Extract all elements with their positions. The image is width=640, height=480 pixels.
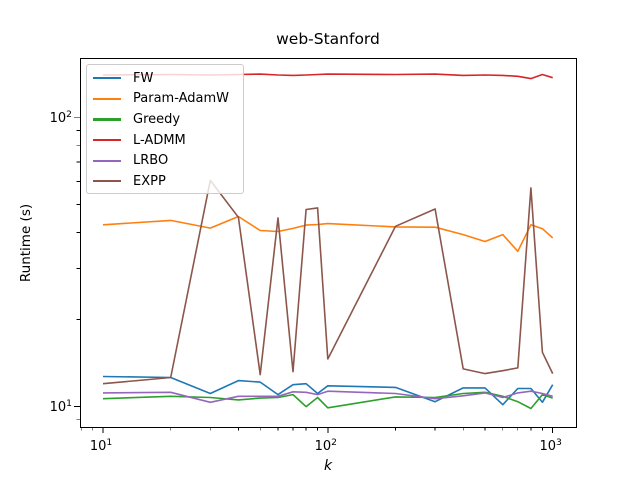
legend-label-fw: FW — [133, 70, 154, 86]
legend-swatch-l-admm — [93, 139, 121, 142]
legend-swatch-expp — [93, 180, 121, 183]
legend-item-fw: FW — [87, 68, 243, 89]
legend-swatch-lrbo — [93, 159, 121, 162]
legend-label-greedy: Greedy — [133, 111, 181, 127]
legend-item-lrbo: LRBO — [87, 150, 243, 171]
series-line-param-adamw — [102, 215, 554, 253]
x-axis-label: k — [324, 458, 333, 474]
series-line-lrbo — [102, 390, 553, 404]
series-line-expp — [102, 179, 554, 385]
legend-label-l-admm: L-ADMM — [133, 132, 186, 148]
y-tick-label: 101 — [50, 398, 72, 415]
legend-label-param-adamw: Param-AdamW — [133, 91, 230, 107]
legend-item-l-admm: L-ADMM — [87, 130, 243, 151]
x-tick-label: 101 — [90, 437, 112, 454]
legend-swatch-param-adamw — [93, 97, 121, 100]
x-tick-label: 103 — [539, 437, 562, 454]
legend: FW Param-AdamW Greedy L-ADMM LRBO EXPP — [86, 64, 244, 194]
legend-item-expp: EXPP — [87, 171, 243, 192]
legend-swatch-fw — [93, 77, 121, 80]
legend-item-greedy: Greedy — [87, 109, 243, 130]
legend-swatch-greedy — [93, 118, 121, 121]
series-line-fw — [102, 375, 554, 406]
chart-title: web-Stanford — [276, 30, 380, 48]
x-ticks: 101 102 103 — [80, 427, 562, 454]
y-tick-label: 102 — [50, 109, 72, 126]
series-line-greedy — [102, 391, 553, 410]
legend-label-expp: EXPP — [133, 173, 166, 189]
y-ticks: 101 102 — [50, 109, 80, 421]
axes-frame — [80, 58, 577, 428]
legend-item-param-adamw: Param-AdamW — [87, 89, 243, 110]
x-tick-label: 102 — [315, 437, 337, 454]
legend-label-lrbo: LRBO — [133, 153, 169, 169]
y-axis-label: Runtime (s) — [18, 204, 34, 282]
